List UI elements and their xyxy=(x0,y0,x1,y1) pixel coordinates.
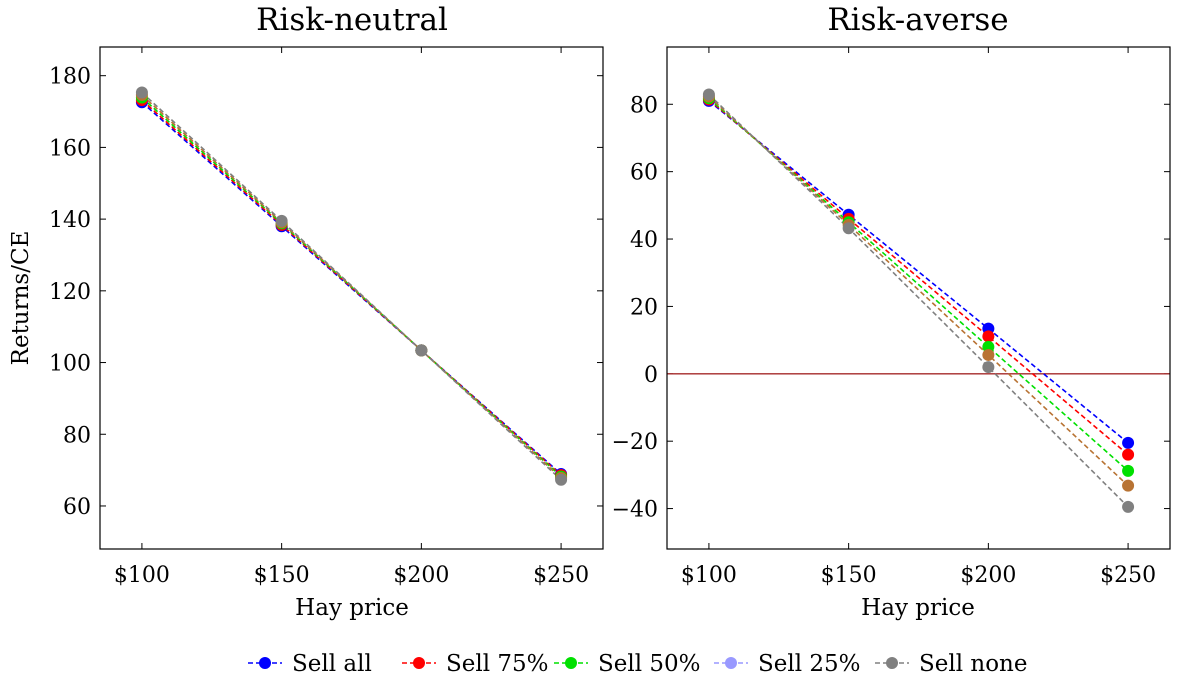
y-axis-label: Returns/CE xyxy=(8,231,34,366)
x-tick-label: $250 xyxy=(1100,563,1156,588)
series-line-1 xyxy=(708,98,1129,456)
x-tick-label: $200 xyxy=(960,563,1016,588)
legend-marker xyxy=(413,657,425,669)
data-point xyxy=(1122,448,1135,461)
legend-marker xyxy=(886,657,898,669)
y-tick-label: 80 xyxy=(63,423,91,448)
x-tick-label: $100 xyxy=(681,563,737,588)
y-tick-label: 180 xyxy=(49,65,91,90)
x-axis-label: Hay price xyxy=(861,595,975,621)
series-layer xyxy=(667,88,1170,513)
y-tick-label: 100 xyxy=(49,352,91,377)
data-point xyxy=(982,348,995,361)
legend-label: Sell 25% xyxy=(758,651,861,677)
legend-entry: Sell 50% xyxy=(554,651,701,677)
legend-label: Sell none xyxy=(919,651,1027,677)
x-axis-label: Hay price xyxy=(295,595,409,621)
legend-entry: Sell 25% xyxy=(714,651,861,677)
series-line-0 xyxy=(708,100,1129,444)
y-tick-label: 0 xyxy=(644,363,658,388)
y-tick-label: 20 xyxy=(630,295,658,320)
y-tick-label: 120 xyxy=(49,280,91,305)
series-line-3 xyxy=(708,95,1129,487)
y-tick-label: −20 xyxy=(612,430,658,455)
risk-neutral-panel: Risk-neutral 60 80 100 120 140 160 180 $100 $150… xyxy=(8,2,604,621)
x-tick-label: $150 xyxy=(821,563,877,588)
legend-entry: Sell none xyxy=(875,651,1027,677)
data-point xyxy=(1122,436,1135,449)
legend: Sell all Sell 75% Sell 50% Sell 25% Sell non… xyxy=(248,651,1027,677)
y-tick-label: 160 xyxy=(49,136,91,161)
data-point xyxy=(702,88,715,101)
legend-entry: Sell all xyxy=(248,651,372,677)
chart-title: Risk-averse xyxy=(827,2,1008,38)
data-point xyxy=(275,214,288,227)
legend-label: Sell all xyxy=(292,651,372,677)
data-point xyxy=(982,330,995,343)
y-tick-label: 60 xyxy=(630,161,658,186)
x-tick-label: $150 xyxy=(254,563,310,588)
y-tick-label: −40 xyxy=(612,498,658,523)
plot-frame xyxy=(666,46,1171,550)
y-tick-label: 80 xyxy=(630,93,658,118)
legend-label: Sell 50% xyxy=(598,651,701,677)
data-point xyxy=(842,222,855,235)
data-point xyxy=(135,86,148,99)
data-point xyxy=(982,361,995,374)
legend-marker xyxy=(565,657,577,669)
data-point xyxy=(1122,464,1135,477)
data-point xyxy=(1122,500,1135,513)
data-point xyxy=(1122,479,1135,492)
series-line-2 xyxy=(708,97,1129,472)
chart-title: Risk-neutral xyxy=(256,2,448,38)
x-tick-label: $250 xyxy=(533,563,589,588)
y-tick-label: 40 xyxy=(630,228,658,253)
data-point xyxy=(555,473,568,486)
series-line-4 xyxy=(141,91,562,481)
data-point xyxy=(415,344,428,357)
x-tick-label: $100 xyxy=(114,563,170,588)
y-tick-label: 140 xyxy=(49,208,91,233)
plot-frame xyxy=(99,46,604,550)
legend-marker xyxy=(725,657,737,669)
risk-averse-panel: Risk-averse −40 −20 0 20 40 60 80 $100 $150 $200 $… xyxy=(612,2,1171,621)
series-layer xyxy=(135,86,568,486)
axis-ticks: −40 −20 0 20 40 60 80 $100 $150 $200 $250 xyxy=(612,47,1170,588)
legend-entry: Sell 75% xyxy=(402,651,549,677)
legend-marker xyxy=(259,657,271,669)
series-line-4 xyxy=(708,93,1129,508)
y-tick-label: 60 xyxy=(63,495,91,520)
legend-label: Sell 75% xyxy=(446,651,549,677)
x-tick-label: $200 xyxy=(393,563,449,588)
axis-ticks: 60 80 100 120 140 160 180 $100 $150 $200 $250 xyxy=(49,47,603,588)
